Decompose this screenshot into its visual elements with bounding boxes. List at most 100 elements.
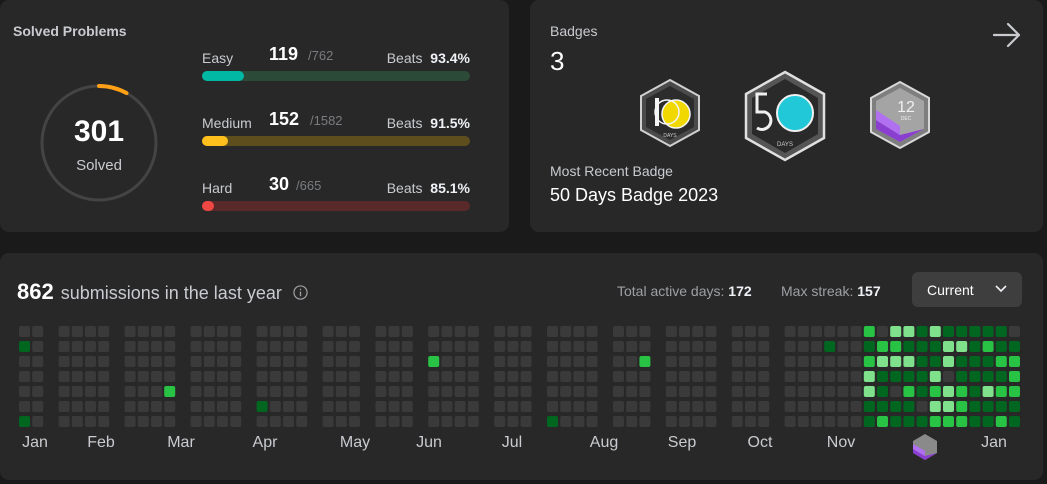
heatmap-cell[interactable] xyxy=(269,341,281,352)
heatmap-cell[interactable] xyxy=(705,416,717,427)
heatmap-cell[interactable] xyxy=(943,416,954,427)
heatmap-cell[interactable] xyxy=(494,416,506,427)
heatmap-cell[interactable] xyxy=(943,356,954,367)
heatmap-cell[interactable] xyxy=(745,401,756,412)
arrow-right-icon[interactable] xyxy=(992,22,1022,48)
heatmap-cell[interactable] xyxy=(296,386,308,397)
heatmap-cell[interactable] xyxy=(705,386,717,397)
heatmap-cell[interactable] xyxy=(811,416,822,427)
heatmap-cell[interactable] xyxy=(679,386,690,397)
heatmap-cell[interactable] xyxy=(745,341,756,352)
heatmap-cell[interactable] xyxy=(401,371,413,382)
heatmap-cell[interactable] xyxy=(956,341,968,352)
heatmap-cell[interactable] xyxy=(705,341,717,352)
heatmap-cell[interactable] xyxy=(256,326,268,337)
heatmap-cell[interactable] xyxy=(217,341,228,352)
heatmap-cell[interactable] xyxy=(203,371,215,382)
heatmap-cell[interactable] xyxy=(547,356,558,367)
heatmap-cell[interactable] xyxy=(995,326,1007,337)
heatmap-cell[interactable] xyxy=(613,341,624,352)
heatmap-cell[interactable] xyxy=(98,416,110,427)
heatmap-cell[interactable] xyxy=(507,386,519,397)
heatmap-cell[interactable] xyxy=(903,386,915,397)
heatmap-cell[interactable] xyxy=(190,386,202,397)
heatmap-cell[interactable] xyxy=(190,356,202,367)
heatmap-cell[interactable] xyxy=(1009,356,1020,367)
heatmap-cell[interactable] xyxy=(283,341,294,352)
heatmap-cell[interactable] xyxy=(863,416,875,427)
heatmap-cell[interactable] xyxy=(269,401,281,412)
heatmap-cell[interactable] xyxy=(626,386,638,397)
heatmap-cell[interactable] xyxy=(164,416,176,427)
heatmap-cell[interactable] xyxy=(151,371,162,382)
heatmap-cell[interactable] xyxy=(613,356,624,367)
heatmap-cell[interactable] xyxy=(32,386,44,397)
heatmap-cell[interactable] xyxy=(877,341,888,352)
heatmap-cell[interactable] xyxy=(428,416,440,427)
heatmap-cell[interactable] xyxy=(560,371,572,382)
heatmap-cell[interactable] xyxy=(731,356,743,367)
heatmap-cell[interactable] xyxy=(705,401,717,412)
year-dropdown[interactable]: Current xyxy=(912,272,1022,307)
heatmap-cell[interactable] xyxy=(982,326,994,337)
heatmap-cell[interactable] xyxy=(269,386,281,397)
heatmap-cell[interactable] xyxy=(32,401,44,412)
heatmap-cell[interactable] xyxy=(98,371,110,382)
heatmap-cell[interactable] xyxy=(547,326,558,337)
heatmap-cell[interactable] xyxy=(32,341,44,352)
heatmap-cell[interactable] xyxy=(586,356,598,367)
heatmap-cell[interactable] xyxy=(124,356,136,367)
heatmap-cell[interactable] xyxy=(863,356,875,367)
heatmap-cell[interactable] xyxy=(520,386,532,397)
heatmap-cell[interactable] xyxy=(758,326,770,337)
heatmap-cell[interactable] xyxy=(322,356,334,367)
heatmap-cell[interactable] xyxy=(164,401,176,412)
heatmap-cell[interactable] xyxy=(877,326,888,337)
heatmap-cell[interactable] xyxy=(71,386,83,397)
heatmap-cell[interactable] xyxy=(995,371,1007,382)
heatmap-cell[interactable] xyxy=(283,386,294,397)
heatmap-cell[interactable] xyxy=(71,326,83,337)
heatmap-cell[interactable] xyxy=(164,386,176,397)
heatmap-cell[interactable] xyxy=(797,356,809,367)
heatmap-cell[interactable] xyxy=(903,416,915,427)
heatmap-cell[interactable] xyxy=(256,416,268,427)
heatmap-cell[interactable] xyxy=(1009,416,1020,427)
heatmap-cell[interactable] xyxy=(388,386,400,397)
heatmap-cell[interactable] xyxy=(217,326,228,337)
heatmap-cell[interactable] xyxy=(665,356,677,367)
heatmap-cell[interactable] xyxy=(388,416,400,427)
heatmap-cell[interactable] xyxy=(731,401,743,412)
heatmap-cell[interactable] xyxy=(32,416,44,427)
heatmap-cell[interactable] xyxy=(296,356,308,367)
heatmap-cell[interactable] xyxy=(375,356,387,367)
heatmap-cell[interactable] xyxy=(626,416,638,427)
heatmap-cell[interactable] xyxy=(745,416,756,427)
heatmap-cell[interactable] xyxy=(679,371,690,382)
heatmap-cell[interactable] xyxy=(692,401,704,412)
heatmap-cell[interactable] xyxy=(626,371,638,382)
heatmap-cell[interactable] xyxy=(850,326,862,337)
heatmap-cell[interactable] xyxy=(230,416,242,427)
heatmap-cell[interactable] xyxy=(837,401,849,412)
heatmap-cell[interactable] xyxy=(890,371,902,382)
heatmap-cell[interactable] xyxy=(982,416,994,427)
heatmap-cell[interactable] xyxy=(850,416,862,427)
heatmap-cell[interactable] xyxy=(586,341,598,352)
heatmap-cell[interactable] xyxy=(877,356,888,367)
heatmap-cell[interactable] xyxy=(758,356,770,367)
heatmap-cell[interactable] xyxy=(256,371,268,382)
heatmap-cell[interactable] xyxy=(890,356,902,367)
heatmap-cell[interactable] xyxy=(190,401,202,412)
heatmap-cell[interactable] xyxy=(428,371,440,382)
heatmap-cell[interactable] xyxy=(467,386,479,397)
heatmap-cell[interactable] xyxy=(811,401,822,412)
heatmap-cell[interactable] xyxy=(269,356,281,367)
heatmap-cell[interactable] xyxy=(401,341,413,352)
heatmap-cell[interactable] xyxy=(956,401,968,412)
heatmap-cell[interactable] xyxy=(613,416,624,427)
heatmap-cell[interactable] xyxy=(58,416,70,427)
heatmap-cell[interactable] xyxy=(375,416,387,427)
heatmap-cell[interactable] xyxy=(256,341,268,352)
heatmap-cell[interactable] xyxy=(454,416,466,427)
